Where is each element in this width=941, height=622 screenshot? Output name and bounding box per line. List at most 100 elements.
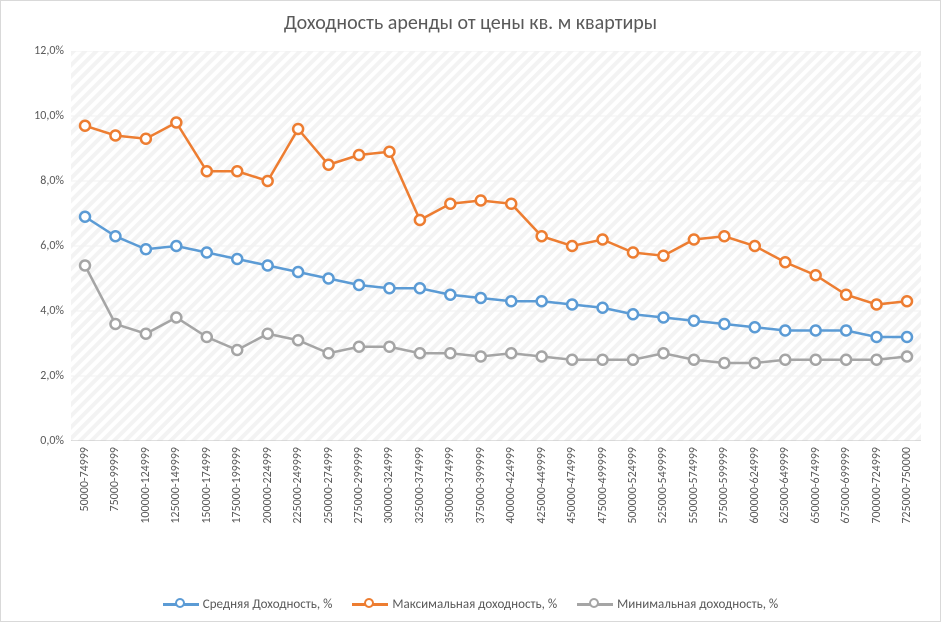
x-tick-label: 725000-750000 (900, 447, 914, 524)
marker-max (354, 150, 364, 160)
marker-max (567, 241, 577, 251)
y-tick-label: 6,0% (4, 239, 64, 253)
marker-max (506, 199, 516, 209)
marker-max (841, 290, 851, 300)
marker-min (202, 332, 212, 342)
marker-avg (293, 267, 303, 277)
x-tick-label: 275000-299999 (352, 447, 366, 524)
legend-swatch (352, 597, 388, 611)
x-tick-labels: 50000-7499975000-99999100000-12499912500… (71, 443, 921, 573)
legend-swatch (163, 597, 199, 611)
marker-avg (445, 290, 455, 300)
marker-avg (263, 261, 273, 271)
marker-min (811, 355, 821, 365)
x-tick-label: 475000-499999 (596, 447, 610, 524)
y-tick-label: 0,0% (4, 434, 64, 448)
marker-avg (780, 326, 790, 336)
x-tick-label: 525000-549999 (656, 447, 670, 524)
marker-avg (476, 293, 486, 303)
legend-swatch (577, 597, 613, 611)
marker-avg (628, 309, 638, 319)
marker-min (354, 342, 364, 352)
legend-label: Средняя Доходность, % (203, 597, 333, 612)
x-tick-label: 350000-374999 (443, 447, 457, 524)
marker-avg (80, 212, 90, 222)
marker-avg (537, 296, 547, 306)
marker-max (324, 160, 334, 170)
marker-avg (719, 319, 729, 329)
marker-avg (841, 326, 851, 336)
marker-max (202, 166, 212, 176)
x-tick-label: 625000-649999 (778, 447, 792, 524)
marker-max (689, 235, 699, 245)
marker-max (110, 131, 120, 141)
chart-container: Доходность аренды от цены кв. м квартиры… (0, 0, 941, 622)
marker-avg (689, 316, 699, 326)
marker-max (384, 147, 394, 157)
marker-max (171, 118, 181, 128)
marker-min (598, 355, 608, 365)
x-tick-label: 175000-199999 (230, 447, 244, 524)
marker-avg (202, 248, 212, 258)
marker-max (872, 300, 882, 310)
marker-max (658, 251, 668, 261)
marker-max (415, 215, 425, 225)
marker-avg (141, 244, 151, 254)
marker-min (658, 348, 668, 358)
marker-max (263, 176, 273, 186)
x-tick-label: 325000-374999 (413, 447, 427, 524)
x-tick-label: 700000-724999 (870, 447, 884, 524)
marker-min (80, 261, 90, 271)
legend-item-max: Максимальная доходность, % (352, 597, 557, 612)
marker-avg (598, 303, 608, 313)
y-tick-label: 2,0% (4, 369, 64, 383)
y-tick-label: 4,0% (4, 304, 64, 318)
x-tick-label: 450000-474999 (565, 447, 579, 524)
marker-max (902, 296, 912, 306)
marker-avg (354, 280, 364, 290)
marker-min (476, 352, 486, 362)
marker-max (780, 257, 790, 267)
marker-avg (872, 332, 882, 342)
marker-max (537, 231, 547, 241)
legend-item-avg: Средняя Доходность, % (163, 597, 333, 612)
marker-max (628, 248, 638, 258)
x-tick-label: 75000-99999 (108, 447, 122, 512)
marker-avg (110, 231, 120, 241)
marker-min (293, 335, 303, 345)
marker-min (232, 345, 242, 355)
x-tick-label: 575000-599999 (717, 447, 731, 524)
marker-min (324, 348, 334, 358)
x-tick-label: 500000-524999 (626, 447, 640, 524)
marker-min (872, 355, 882, 365)
y-tick-label: 10,0% (4, 109, 64, 123)
marker-min (902, 352, 912, 362)
x-tick-label: 150000-174999 (200, 447, 214, 524)
x-tick-label: 600000-624999 (748, 447, 762, 524)
y-tick-label: 8,0% (4, 174, 64, 188)
marker-max (232, 166, 242, 176)
x-tick-label: 300000-324999 (382, 447, 396, 524)
marker-max (80, 121, 90, 131)
marker-min (506, 348, 516, 358)
marker-min (689, 355, 699, 365)
y-tick-label: 12,0% (4, 44, 64, 58)
x-tick-label: 125000-149999 (169, 447, 183, 524)
marker-min (415, 348, 425, 358)
marker-avg (811, 326, 821, 336)
marker-min (141, 329, 151, 339)
marker-avg (658, 313, 668, 323)
legend-label: Максимальная доходность, % (392, 597, 557, 612)
marker-min (750, 358, 760, 368)
marker-avg (324, 274, 334, 284)
marker-max (750, 241, 760, 251)
x-tick-label: 375000-399999 (474, 447, 488, 524)
x-tick-label: 425000-449999 (535, 447, 549, 524)
legend-label: Минимальная доходность, % (617, 597, 778, 612)
x-tick-label: 200000-224999 (261, 447, 275, 524)
x-tick-label: 650000-674999 (809, 447, 823, 524)
marker-min (263, 329, 273, 339)
x-tick-label: 675000-699999 (839, 447, 853, 524)
marker-min (780, 355, 790, 365)
x-tick-label: 100000-124999 (139, 447, 153, 524)
